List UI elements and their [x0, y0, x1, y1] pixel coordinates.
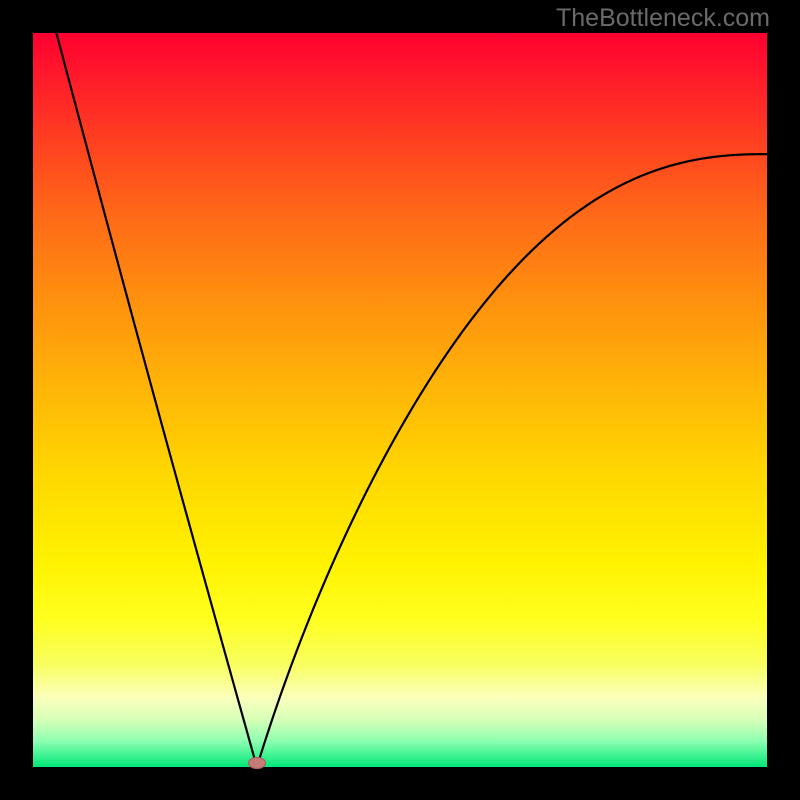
minimum-marker — [248, 757, 266, 769]
plot-background — [33, 33, 767, 767]
chart-container: TheBottleneck.com — [0, 0, 800, 800]
watermark-text: TheBottleneck.com — [556, 4, 770, 33]
